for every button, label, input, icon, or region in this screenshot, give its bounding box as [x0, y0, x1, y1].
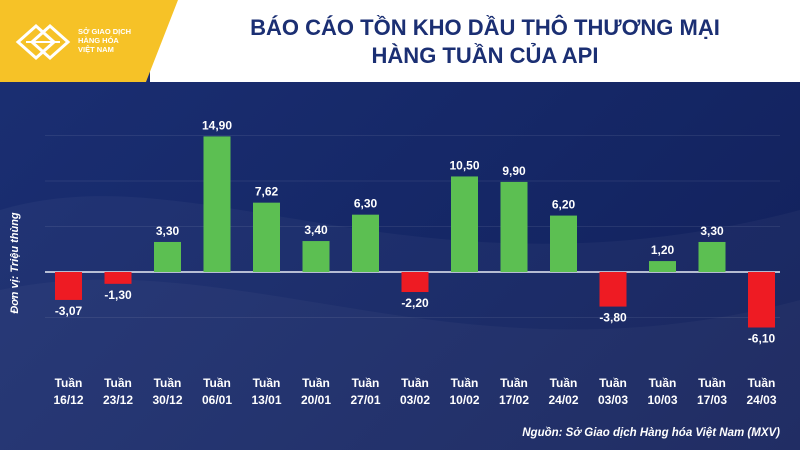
bar-14 — [748, 272, 775, 328]
data-label-3: 14,90 — [202, 118, 232, 132]
bar-6 — [352, 214, 379, 272]
data-label-7: -2,20 — [401, 296, 429, 310]
bar-0 — [55, 272, 82, 300]
page-title: BÁO CÁO TỒN KHO DẦU THÔ THƯƠNG MẠI HÀNG … — [170, 14, 800, 70]
title-line-1: BÁO CÁO TỒN KHO DẦU THÔ THƯƠNG MẠI — [250, 15, 720, 40]
data-label-2: 3,30 — [156, 224, 180, 238]
x-tick-label-11-line-2: 03/03 — [598, 393, 628, 407]
x-tick-label-2-line-1: Tuần — [154, 376, 182, 390]
bar-13 — [698, 241, 726, 272]
x-tick-label-5-line-1: Tuần — [302, 376, 330, 390]
data-label-12: 1,20 — [651, 243, 675, 257]
x-tick-label-7-line-1: Tuần — [401, 376, 429, 390]
x-tick-label-9-line-2: 17/02 — [499, 393, 529, 407]
x-tick-label-8-line-2: 10/02 — [449, 393, 479, 407]
title-line-2: HÀNG TUẦN CỦA API — [371, 43, 599, 68]
bar-11 — [599, 272, 627, 307]
data-label-1: -1,30 — [104, 288, 132, 302]
bar-9 — [500, 181, 528, 272]
logo-line-1: SỞ GIAO DỊCH — [78, 27, 132, 36]
source-note: Nguồn: Sở Giao dịch Hàng hóa Việt Nam (M… — [522, 427, 780, 439]
bar-3 — [203, 136, 231, 272]
x-tick-label-5-line-2: 20/01 — [301, 393, 331, 407]
x-tick-label-13-line-1: Tuần — [698, 376, 726, 390]
header: SỞ GIAO DỊCH HÀNG HÓA VIỆT NAM BÁO CÁO T… — [0, 0, 800, 82]
x-tick-label-14-line-2: 24/03 — [746, 393, 776, 407]
x-tick-label-14-line-1: Tuần — [748, 376, 776, 390]
x-tick-label-13-line-2: 17/03 — [697, 393, 727, 407]
x-tick-label-6-line-1: Tuần — [352, 376, 380, 390]
x-tick-label-10-line-2: 24/02 — [548, 393, 578, 407]
logo-line-2: HÀNG HÓA — [78, 36, 119, 45]
x-tick-label-8-line-1: Tuần — [451, 376, 479, 390]
bar-2 — [154, 241, 181, 272]
bar-5 — [302, 241, 330, 272]
data-label-5: 3,40 — [304, 223, 328, 237]
x-tick-label-4-line-1: Tuần — [253, 376, 281, 390]
bar-12 — [649, 261, 676, 272]
bar-8 — [451, 176, 478, 272]
x-tick-label-12-line-1: Tuần — [649, 376, 677, 390]
x-tick-label-2-line-2: 30/12 — [152, 393, 182, 407]
x-tick-label-0-line-1: Tuần — [55, 376, 83, 390]
data-label-0: -3,07 — [55, 304, 83, 318]
x-tick-label-9-line-1: Tuần — [500, 376, 528, 390]
x-tick-label-3-line-2: 06/01 — [202, 393, 232, 407]
x-tick-label-12-line-2: 10/03 — [647, 393, 677, 407]
x-tick-label-3-line-1: Tuần — [203, 376, 231, 390]
data-label-4: 7,62 — [255, 185, 279, 199]
logo: SỞ GIAO DỊCH HÀNG HÓA VIỆT NAM — [0, 0, 178, 82]
bar-4 — [253, 202, 280, 272]
bar-10 — [550, 215, 577, 272]
x-tick-label-6-line-2: 27/01 — [350, 393, 380, 407]
data-label-11: -3,80 — [599, 311, 627, 325]
x-tick-label-7-line-2: 03/02 — [400, 393, 430, 407]
bar-1 — [104, 272, 132, 284]
x-tick-label-4-line-2: 13/01 — [251, 393, 281, 407]
logo-mark-icon — [15, 23, 71, 61]
logo-line-3: VIỆT NAM — [78, 45, 114, 54]
logo-text: SỞ GIAO DỊCH HÀNG HÓA VIỆT NAM — [78, 27, 158, 54]
x-tick-label-11-line-1: Tuần — [599, 376, 627, 390]
data-label-9: 9,90 — [502, 164, 526, 178]
header-banner — [150, 0, 800, 82]
data-label-10: 6,20 — [552, 198, 576, 212]
x-tick-label-10-line-1: Tuần — [550, 376, 578, 390]
data-label-13: 3,30 — [700, 224, 724, 238]
bar-7 — [401, 272, 429, 293]
data-label-6: 6,30 — [354, 197, 378, 211]
data-label-14: -6,10 — [748, 332, 776, 346]
data-label-8: 10,50 — [449, 158, 479, 172]
x-tick-label-1-line-2: 23/12 — [103, 393, 133, 407]
x-tick-label-1-line-1: Tuần — [104, 376, 132, 390]
x-tick-label-0-line-2: 16/12 — [53, 393, 83, 407]
